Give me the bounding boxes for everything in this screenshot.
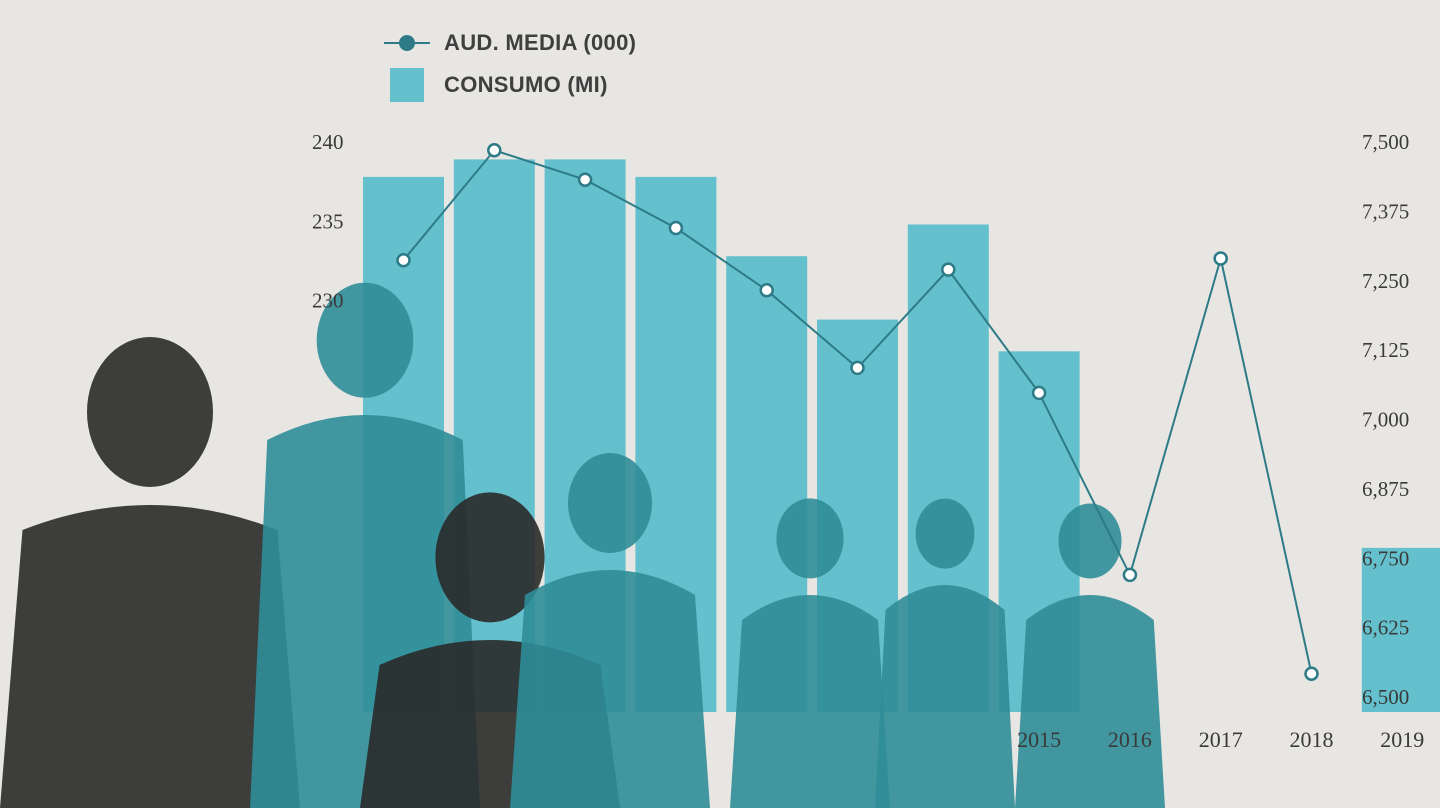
x-tick-label: 2015 <box>1017 727 1061 752</box>
line-point <box>1031 385 1047 401</box>
person-photo-4 <box>510 453 710 808</box>
y-right-tick-label: 7,250 <box>1362 269 1409 293</box>
y-left-tick-label: 240 <box>312 130 344 154</box>
y-left-tick-label: 235 <box>312 209 344 233</box>
line-point <box>396 252 411 268</box>
bar-2019 <box>1361 547 1440 712</box>
line-point <box>487 143 502 158</box>
y-right-tick-label: 6,625 <box>1362 616 1409 640</box>
legend-item-bar: CONSUMO (MI) <box>384 64 636 106</box>
y-right-tick-label: 6,750 <box>1362 546 1409 570</box>
y-left-tick-label: 230 <box>312 289 344 313</box>
y-right-tick-label: 7,500 <box>1362 130 1409 154</box>
x-tick-label: 2017 <box>1199 727 1243 752</box>
legend-item-line: AUD. MEDIA (000) <box>384 22 636 64</box>
x-tick-label: 2016 <box>1108 727 1152 752</box>
line-point <box>1304 666 1319 681</box>
person-photo-7 <box>1015 503 1165 808</box>
y-right-tick-label: 7,125 <box>1362 338 1409 362</box>
person-photo-6 <box>875 498 1015 808</box>
legend-line-label: AUD. MEDIA (000) <box>444 30 637 55</box>
y-right-tick-label: 7,375 <box>1362 199 1409 223</box>
line-point <box>850 360 865 376</box>
line-marker-icon <box>384 28 430 58</box>
person-photo-1 <box>0 337 300 808</box>
legend: AUD. MEDIA (000) CONSUMO (MI) <box>384 22 636 106</box>
line-point <box>941 262 956 277</box>
line-point <box>668 220 684 236</box>
x-tick-label: 2018 <box>1290 727 1334 752</box>
legend-bar-label: CONSUMO (MI) <box>444 72 608 97</box>
line-point <box>759 282 774 298</box>
x-tick-label: 2019 <box>1380 727 1424 752</box>
bar-swatch-icon <box>390 68 424 102</box>
line-point <box>577 172 593 187</box>
y-right-tick-label: 6,875 <box>1362 477 1409 501</box>
y-right-tick-label: 6,500 <box>1362 685 1409 709</box>
person-photo-5 <box>730 498 890 808</box>
line-point <box>1122 567 1138 583</box>
y-right-tick-label: 7,000 <box>1362 408 1409 432</box>
line-point <box>1213 251 1228 266</box>
